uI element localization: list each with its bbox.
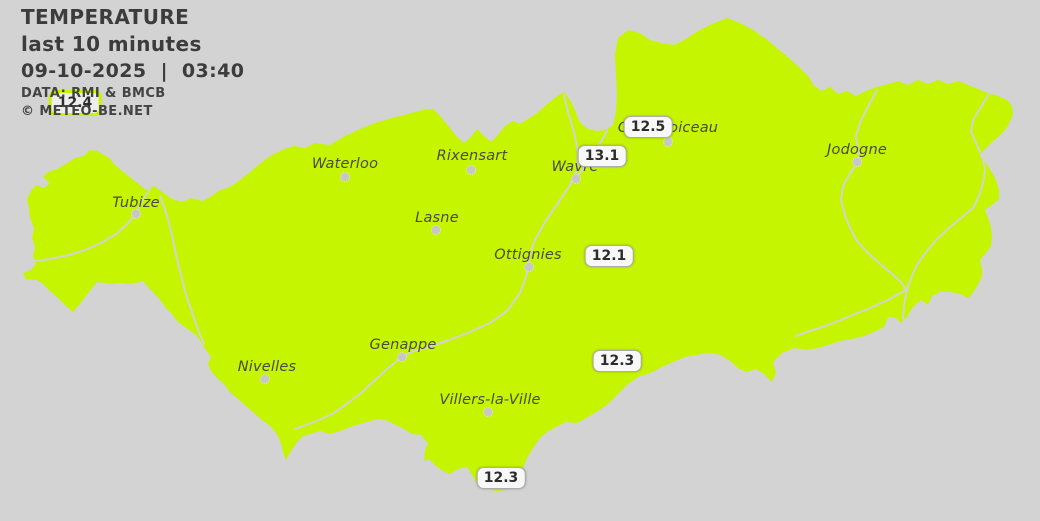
city-label-villers: Villers-la-Ville — [439, 392, 541, 408]
map-header: TEMPERATURE last 10 minutes 09-10-2025 |… — [21, 4, 244, 121]
city-marker-grez-doiceau — [663, 137, 673, 147]
city-label-rixensart: Rixensart — [436, 148, 508, 164]
temp-badge-wavre: 13.1 — [577, 145, 627, 167]
city-marker-wavre — [571, 174, 581, 184]
copyright-label: © METEO-BE.NET — [21, 104, 153, 119]
page-subtitle: last 10 minutes — [21, 32, 202, 56]
city-marker-rixensart — [466, 165, 476, 175]
temp-badge-highlighted: 12.4 — [48, 90, 102, 116]
city-label-genappe: Genappe — [369, 337, 437, 353]
province-region — [23, 18, 1013, 491]
river-gette — [840, 89, 907, 291]
river-senne-branch — [159, 195, 205, 345]
temp-badge-grez-doiceau: 12.5 — [623, 116, 673, 138]
river-east — [902, 93, 990, 340]
city-label-jodogne: Jodogne — [827, 142, 887, 158]
city-marker-tubize — [131, 209, 141, 219]
city-marker-jodogne — [852, 157, 862, 167]
river-southeast-branch — [795, 289, 907, 337]
city-marker-lasne — [431, 225, 441, 235]
river-senne — [33, 167, 164, 262]
temp-badge-southeast: 12.3 — [592, 350, 642, 372]
city-marker-villers — [483, 407, 493, 417]
temp-badge-ottignies-east: 12.1 — [584, 245, 634, 267]
city-label-ottignies: Ottignies — [494, 247, 562, 263]
city-label-lasne: Lasne — [415, 210, 459, 226]
city-label-nivelles: Nivelles — [237, 359, 297, 375]
datetime-label: 09-10-2025 | 03:40 — [21, 60, 245, 82]
city-marker-ottignies — [524, 262, 534, 272]
data-source-label: DATA: RMI & BMCB — [21, 86, 166, 101]
city-marker-genappe — [397, 352, 407, 362]
city-marker-waterloo — [340, 172, 350, 182]
city-label-tubize: Tubize — [112, 195, 160, 211]
city-marker-nivelles — [260, 374, 270, 384]
temp-badge-south: 12.3 — [476, 467, 526, 489]
city-label-waterloo: Waterloo — [311, 156, 379, 172]
page-title: TEMPERATURE — [21, 5, 190, 29]
